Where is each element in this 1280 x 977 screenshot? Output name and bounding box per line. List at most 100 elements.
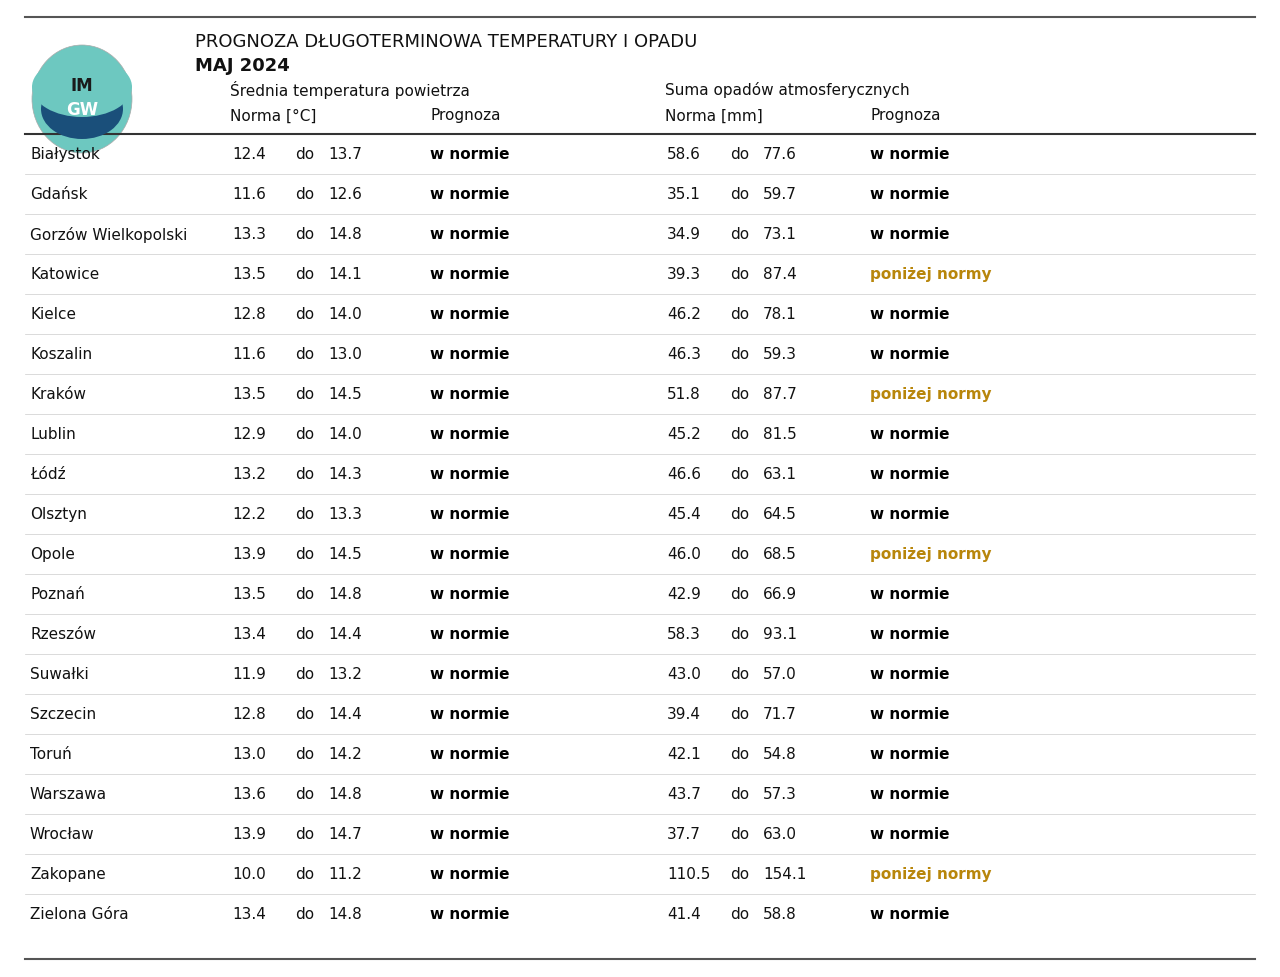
Text: do: do: [730, 587, 749, 602]
Text: w normie: w normie: [430, 706, 509, 722]
Text: 14.0: 14.0: [328, 427, 362, 442]
Text: w normie: w normie: [430, 746, 509, 762]
Text: Poznań: Poznań: [29, 587, 84, 602]
Text: Prognoza: Prognoza: [430, 108, 500, 123]
Text: 87.7: 87.7: [763, 387, 796, 403]
Text: do: do: [730, 507, 749, 522]
Text: 11.6: 11.6: [232, 188, 266, 202]
Text: w normie: w normie: [430, 188, 509, 202]
Text: do: do: [294, 228, 314, 242]
Text: do: do: [730, 228, 749, 242]
Text: w normie: w normie: [870, 347, 950, 362]
Text: 66.9: 66.9: [763, 587, 797, 602]
Text: do: do: [730, 307, 749, 322]
Text: do: do: [730, 746, 749, 762]
Text: Toruń: Toruń: [29, 746, 72, 762]
Text: do: do: [730, 347, 749, 362]
Text: do: do: [730, 667, 749, 682]
Text: 13.3: 13.3: [232, 228, 266, 242]
Text: do: do: [294, 507, 314, 522]
Text: 154.1: 154.1: [763, 867, 806, 881]
Text: 46.6: 46.6: [667, 467, 701, 482]
Text: 13.2: 13.2: [232, 467, 266, 482]
Text: 110.5: 110.5: [667, 867, 710, 881]
Text: 71.7: 71.7: [763, 706, 796, 722]
Ellipse shape: [32, 46, 132, 153]
Text: GW: GW: [67, 101, 99, 119]
Text: do: do: [294, 547, 314, 562]
Text: do: do: [294, 427, 314, 442]
Text: 14.1: 14.1: [328, 268, 362, 282]
Text: w normie: w normie: [430, 387, 509, 403]
Text: poniżej normy: poniżej normy: [870, 387, 992, 403]
Text: w normie: w normie: [870, 148, 950, 162]
Text: Kielce: Kielce: [29, 307, 76, 322]
Text: do: do: [294, 268, 314, 282]
Text: 63.0: 63.0: [763, 827, 797, 841]
Text: 43.0: 43.0: [667, 667, 701, 682]
Text: 46.0: 46.0: [667, 547, 701, 562]
Text: w normie: w normie: [870, 706, 950, 722]
Text: do: do: [294, 148, 314, 162]
Text: 63.1: 63.1: [763, 467, 797, 482]
Text: w normie: w normie: [870, 587, 950, 602]
Text: do: do: [730, 148, 749, 162]
Text: do: do: [294, 746, 314, 762]
Text: do: do: [730, 387, 749, 403]
Text: Warszawa: Warszawa: [29, 786, 108, 802]
Text: w normie: w normie: [870, 667, 950, 682]
Text: w normie: w normie: [430, 148, 509, 162]
Text: 58.6: 58.6: [667, 148, 701, 162]
Text: 14.8: 14.8: [328, 786, 362, 802]
Text: 13.4: 13.4: [232, 627, 266, 642]
Text: do: do: [294, 347, 314, 362]
Text: do: do: [730, 627, 749, 642]
Text: do: do: [294, 907, 314, 921]
Text: 14.8: 14.8: [328, 907, 362, 921]
Text: 41.4: 41.4: [667, 907, 700, 921]
Text: w normie: w normie: [870, 627, 950, 642]
Text: 87.4: 87.4: [763, 268, 796, 282]
Text: 11.2: 11.2: [328, 867, 362, 881]
Text: 59.3: 59.3: [763, 347, 797, 362]
Text: Opole: Opole: [29, 547, 74, 562]
Text: poniżej normy: poniżej normy: [870, 268, 992, 282]
Text: Rzeszów: Rzeszów: [29, 627, 96, 642]
Text: 12.4: 12.4: [232, 148, 266, 162]
Text: do: do: [294, 786, 314, 802]
Text: do: do: [294, 706, 314, 722]
Text: w normie: w normie: [430, 547, 509, 562]
Text: 54.8: 54.8: [763, 746, 796, 762]
Text: Koszalin: Koszalin: [29, 347, 92, 362]
Text: poniżej normy: poniżej normy: [870, 867, 992, 881]
Text: 14.8: 14.8: [328, 587, 362, 602]
Text: do: do: [294, 387, 314, 403]
Text: w normie: w normie: [870, 467, 950, 482]
Text: Łódź: Łódź: [29, 467, 65, 482]
Text: Katowice: Katowice: [29, 268, 100, 282]
Text: 13.0: 13.0: [328, 347, 362, 362]
Text: Norma [°C]: Norma [°C]: [230, 108, 316, 123]
Text: do: do: [294, 467, 314, 482]
Text: do: do: [294, 827, 314, 841]
Text: 13.4: 13.4: [232, 907, 266, 921]
Ellipse shape: [41, 80, 123, 140]
Text: 13.7: 13.7: [328, 148, 362, 162]
Text: 13.6: 13.6: [232, 786, 266, 802]
Text: 11.6: 11.6: [232, 347, 266, 362]
Text: do: do: [294, 867, 314, 881]
Text: 13.9: 13.9: [232, 827, 266, 841]
Text: 77.6: 77.6: [763, 148, 797, 162]
Text: Lublin: Lublin: [29, 427, 76, 442]
Text: w normie: w normie: [430, 667, 509, 682]
Text: Gorzów Wielkopolski: Gorzów Wielkopolski: [29, 227, 187, 242]
Text: do: do: [730, 786, 749, 802]
Text: 14.7: 14.7: [328, 827, 362, 841]
Text: w normie: w normie: [430, 307, 509, 322]
Text: do: do: [294, 307, 314, 322]
Text: 59.7: 59.7: [763, 188, 797, 202]
Text: do: do: [730, 427, 749, 442]
Text: 12.6: 12.6: [328, 188, 362, 202]
Text: 93.1: 93.1: [763, 627, 797, 642]
Text: Gdańsk: Gdańsk: [29, 188, 87, 202]
